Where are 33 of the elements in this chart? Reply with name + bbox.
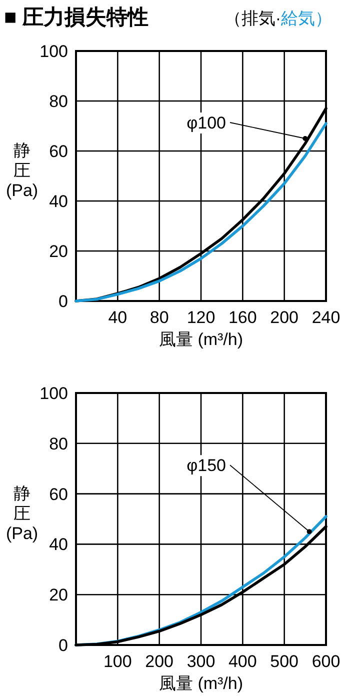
x-tick-label: 160 <box>228 308 257 327</box>
y-tick-label: 80 <box>49 434 68 454</box>
x-axis-title: 風量 (m³/h) <box>158 674 244 693</box>
y-tick-label: 80 <box>49 92 68 111</box>
y-tick-label: 60 <box>49 484 68 504</box>
y-tick-label: 0 <box>58 292 68 311</box>
x-tick-label: 40 <box>108 308 128 327</box>
y-tick-label: 60 <box>49 142 68 161</box>
x-tick-label: 120 <box>186 308 216 327</box>
y-tick-label: 40 <box>49 535 68 554</box>
annotation: φ100 <box>186 114 226 132</box>
y-tick-label: 20 <box>49 586 68 605</box>
x-tick-label: 100 <box>103 652 132 671</box>
x-tick-label: 300 <box>186 652 216 671</box>
y-axis-title: 静圧(Pa) <box>6 484 38 543</box>
x-tick-label: 200 <box>270 308 299 327</box>
x-tick-label: 500 <box>270 652 299 671</box>
y-axis-title: 静圧(Pa) <box>6 141 38 200</box>
text: （排気· <box>224 9 281 28</box>
x-axis-title: 風量 (m³/h) <box>158 330 244 349</box>
annotation: φ150 <box>186 456 226 476</box>
y-tick-label: 100 <box>40 42 68 61</box>
chart-title: ■ 圧力損失特性 <box>4 6 149 29</box>
x-tick-label: 400 <box>228 652 257 671</box>
y-tick-label: 100 <box>40 384 68 403</box>
y-tick-label: 40 <box>49 192 68 211</box>
y-tick-label: 20 <box>49 242 68 261</box>
x-tick-label: 240 <box>312 308 340 327</box>
x-tick-label: 200 <box>145 652 174 671</box>
x-tick-label: 600 <box>312 652 340 671</box>
y-tick-label: 0 <box>58 636 68 655</box>
text: 給気） <box>280 9 332 28</box>
x-tick-label: 80 <box>150 308 169 327</box>
